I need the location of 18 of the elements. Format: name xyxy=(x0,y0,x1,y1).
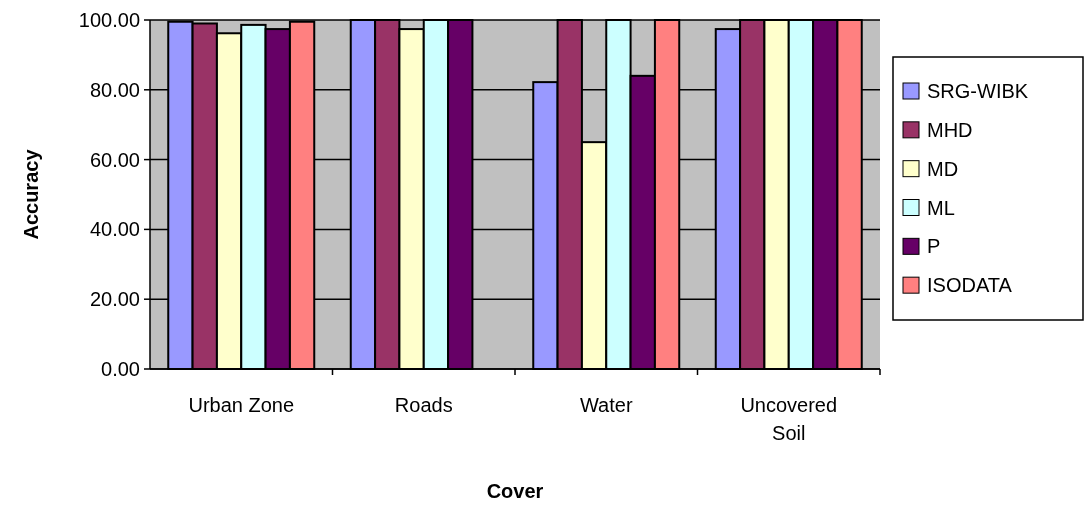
y-tick-label: 80.00 xyxy=(89,78,140,101)
x-tick-label: Uncovered Soil xyxy=(740,394,838,444)
y-tick-label: 60.00 xyxy=(89,148,140,171)
y-tick-label: 100.00 xyxy=(78,9,140,31)
x-tick-label: Roads xyxy=(394,394,453,416)
legend-label: ISODATA xyxy=(927,274,1013,297)
legend-label: P xyxy=(927,235,941,258)
legend-label: ML xyxy=(927,196,955,219)
x-tick-label: Urban Zone xyxy=(188,394,295,416)
legend-label: SRG-WIBK xyxy=(927,80,1029,102)
legend-label: MHD xyxy=(927,118,973,141)
x-axis-title: Cover xyxy=(486,480,544,502)
y-tick-label: 40.00 xyxy=(89,218,140,241)
y-axis-title: Accuracy xyxy=(20,148,42,240)
y-tick-label: 0.00 xyxy=(101,358,140,380)
x-tick-label: Water xyxy=(579,394,633,416)
y-tick-label: 20.00 xyxy=(89,288,140,311)
legend-label: MD xyxy=(927,157,959,180)
